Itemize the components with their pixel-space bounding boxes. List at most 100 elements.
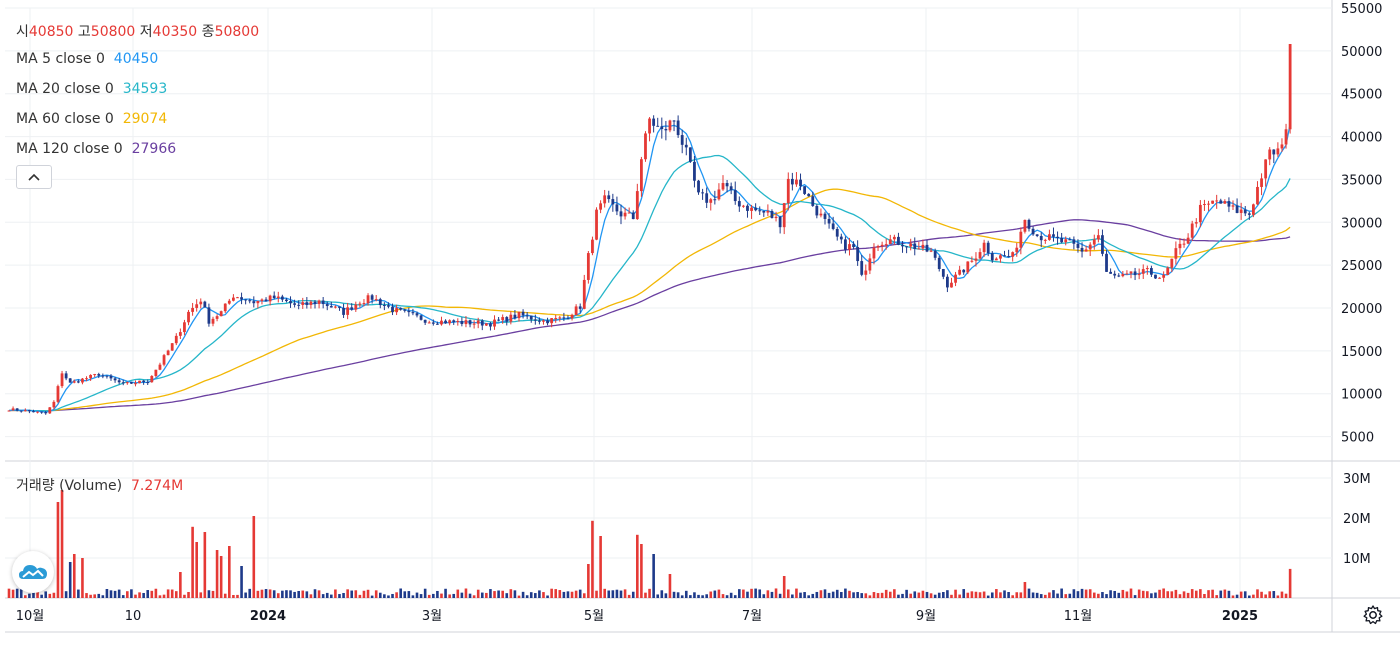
- ma60-legend[interactable]: MA 60 close 0 29074: [16, 111, 167, 127]
- candle-body: [117, 380, 121, 383]
- volume-bar: [982, 591, 986, 598]
- volume-bar: [937, 592, 941, 598]
- volume-bar: [211, 590, 215, 598]
- candle-body: [1129, 271, 1133, 274]
- volume-bar: [676, 592, 680, 598]
- chevron-up-icon: [28, 173, 40, 181]
- collapse-legend-button[interactable]: [16, 165, 52, 189]
- volume-bar: [1056, 593, 1059, 598]
- candle-body: [293, 303, 296, 305]
- candle-body: [619, 211, 623, 217]
- volume-bar: [1137, 589, 1141, 598]
- volume-bar: [603, 588, 606, 598]
- volume-bar: [256, 590, 260, 598]
- volume-bar: [64, 591, 68, 598]
- candle-body: [1174, 248, 1178, 259]
- candle-body: [615, 204, 619, 212]
- volume-bar: [378, 592, 382, 598]
- candle-body: [909, 243, 913, 247]
- candle-body: [999, 255, 1002, 259]
- ma120-legend[interactable]: MA 120 close 0 27966: [16, 141, 176, 157]
- candle-body: [990, 253, 994, 261]
- volume-bar: [281, 590, 284, 598]
- volume-bar: [599, 536, 602, 598]
- volume-bar: [142, 592, 145, 598]
- candle-body: [440, 320, 443, 325]
- candle-body: [1007, 256, 1010, 258]
- volume-bar: [709, 591, 713, 598]
- volume-bar: [689, 595, 692, 598]
- candle-body: [648, 118, 651, 134]
- candle-body: [350, 307, 354, 310]
- candle-body: [72, 381, 76, 383]
- candle-body: [766, 210, 770, 213]
- ma5-legend[interactable]: MA 5 close 0 40450: [16, 51, 158, 67]
- candle-body: [460, 321, 464, 325]
- volume-bar: [1027, 588, 1031, 598]
- candle-body: [1239, 209, 1243, 213]
- candle-body: [1113, 273, 1117, 276]
- volume-bar: [721, 594, 725, 598]
- time-tick-label: 3월: [422, 609, 442, 624]
- volume-bar: [448, 594, 451, 598]
- candle-body: [701, 192, 704, 194]
- candle-body: [729, 186, 733, 191]
- time-tick-label: 2024: [250, 609, 286, 624]
- candle-body: [68, 378, 72, 383]
- volume-bar: [958, 594, 961, 598]
- volume-bar: [758, 589, 762, 598]
- volume-bar: [803, 592, 806, 598]
- volume-value: 7.274M: [131, 478, 184, 494]
- candle-body: [844, 239, 847, 250]
- volume-bar: [1044, 594, 1047, 598]
- volume-bar: [444, 588, 447, 598]
- volume-bar: [1052, 590, 1055, 598]
- price-tick-label: 45000: [1341, 88, 1382, 103]
- volume-bar: [1105, 594, 1108, 598]
- volume-bar: [521, 591, 525, 598]
- volume-bar: [248, 588, 252, 598]
- candle-body: [946, 276, 949, 288]
- volume-bar: [1194, 590, 1198, 598]
- volume-bar: [933, 594, 937, 598]
- candle-body: [1178, 243, 1182, 249]
- volume-bar: [32, 591, 35, 598]
- candle-body: [1276, 148, 1280, 155]
- cloud-logo-icon[interactable]: [12, 551, 54, 593]
- volume-bar: [656, 594, 660, 598]
- volume-bar: [542, 592, 545, 598]
- volume-bar: [1280, 591, 1284, 598]
- volume-legend[interactable]: 거래량 (Volume) 7.274M: [16, 475, 183, 495]
- volume-bar: [1260, 591, 1263, 598]
- volume-bar: [815, 591, 819, 598]
- candle-body: [109, 375, 113, 379]
- volume-bar: [884, 589, 888, 598]
- volume-bar: [631, 591, 635, 598]
- volume-bar: [342, 592, 345, 598]
- volume-bar: [56, 502, 60, 598]
- candle-body: [436, 323, 439, 325]
- ma20-legend[interactable]: MA 20 close 0 34593: [16, 81, 167, 97]
- ma120-value: 27966: [131, 141, 177, 157]
- volume-bar: [595, 590, 598, 598]
- candle-body: [1284, 129, 1288, 145]
- candle-body: [1247, 213, 1251, 215]
- candle-body: [623, 212, 627, 217]
- volume-bar: [105, 588, 109, 598]
- candle-body: [125, 382, 129, 384]
- candle-body: [419, 315, 423, 320]
- volume-bar: [321, 594, 325, 598]
- volume-bar: [668, 574, 672, 598]
- gear-icon[interactable]: [1361, 603, 1385, 627]
- candle-body: [19, 410, 23, 412]
- candle-body: [599, 203, 602, 210]
- volume-bar: [587, 564, 590, 598]
- time-tick-label: 2025: [1222, 609, 1258, 624]
- candle-body: [1264, 159, 1268, 179]
- volume-bar: [1117, 592, 1121, 598]
- candle-body: [48, 407, 52, 414]
- candle-body: [489, 323, 492, 327]
- candle-body: [1145, 268, 1149, 270]
- candle-body: [758, 210, 762, 212]
